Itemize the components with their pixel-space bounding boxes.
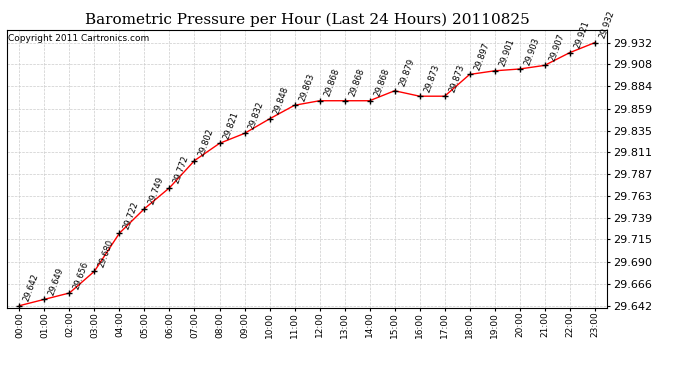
- Text: 29.821: 29.821: [222, 110, 241, 141]
- Text: 29.848: 29.848: [273, 86, 290, 116]
- Text: 29.903: 29.903: [522, 36, 541, 66]
- Text: 29.897: 29.897: [473, 41, 491, 72]
- Text: Copyright 2011 Cartronics.com: Copyright 2011 Cartronics.com: [8, 34, 149, 43]
- Text: 29.832: 29.832: [247, 100, 266, 130]
- Text: 29.680: 29.680: [97, 238, 116, 268]
- Text: 29.873: 29.873: [422, 63, 441, 93]
- Text: 29.656: 29.656: [72, 260, 90, 290]
- Text: 29.863: 29.863: [297, 72, 316, 102]
- Text: 29.868: 29.868: [347, 68, 366, 98]
- Text: 29.772: 29.772: [172, 154, 190, 185]
- Text: 29.749: 29.749: [147, 176, 166, 206]
- Text: 29.879: 29.879: [397, 57, 416, 88]
- Text: 29.868: 29.868: [322, 68, 341, 98]
- Text: 29.907: 29.907: [547, 32, 566, 63]
- Text: 29.921: 29.921: [573, 20, 591, 50]
- Text: 29.932: 29.932: [598, 10, 616, 40]
- Text: 29.901: 29.901: [497, 38, 515, 68]
- Text: 29.722: 29.722: [122, 200, 141, 230]
- Text: 29.873: 29.873: [447, 63, 466, 93]
- Text: 29.802: 29.802: [197, 128, 216, 158]
- Text: 29.642: 29.642: [22, 273, 41, 303]
- Title: Barometric Pressure per Hour (Last 24 Hours) 20110825: Barometric Pressure per Hour (Last 24 Ho…: [85, 13, 529, 27]
- Text: 29.868: 29.868: [373, 68, 391, 98]
- Text: 29.649: 29.649: [47, 266, 66, 297]
